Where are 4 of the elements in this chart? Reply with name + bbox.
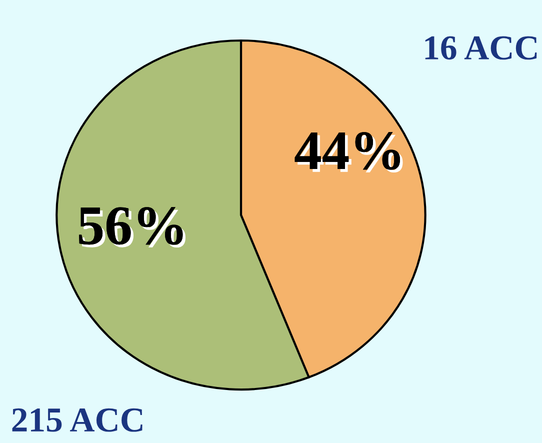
slice-label: 215 ACC [12, 408, 142, 432]
data-label: 56% [79, 207, 186, 248]
slice-label: 16 ACC [425, 36, 537, 60]
data-label: 44% [294, 132, 403, 173]
